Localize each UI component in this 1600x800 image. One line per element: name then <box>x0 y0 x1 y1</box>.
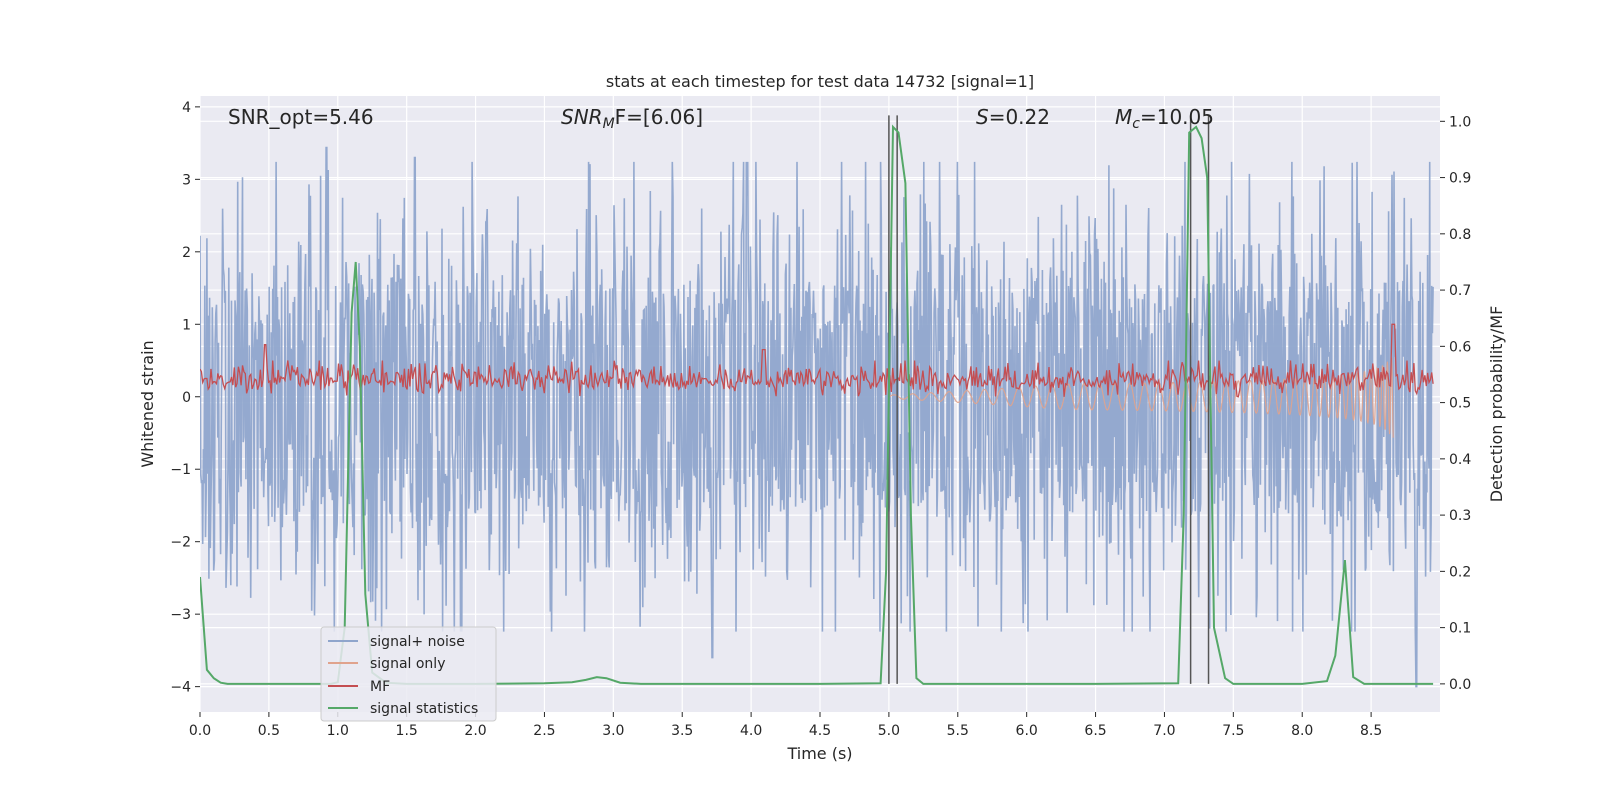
x-tick-label: 2.0 <box>464 723 486 739</box>
y-right-tick-label: 0.6 <box>1449 339 1471 355</box>
y-right-tick-label: 0.1 <box>1449 621 1471 637</box>
y-right-tick-label: 1.0 <box>1449 114 1471 130</box>
x-tick-label: 0.0 <box>189 723 211 739</box>
x-tick-label: 4.5 <box>809 723 831 739</box>
y-tick-label: −2 <box>170 535 191 551</box>
x-tick-label: 8.5 <box>1360 723 1382 739</box>
y-right-axis-ticks: 0.0 0.1 0.2 0.3 0.4 0.5 0.6 0.7 0.8 0.9 1.0 <box>1440 114 1471 693</box>
y-axis-label: Whitened strain <box>138 340 157 467</box>
y-right-tick-label: 0.2 <box>1449 564 1471 580</box>
x-tick-label: 8.0 <box>1291 723 1313 739</box>
y-tick-label: −3 <box>170 607 191 623</box>
x-tick-label: 1.5 <box>396 723 418 739</box>
x-tick-label: 3.5 <box>671 723 693 739</box>
mf-series <box>200 323 1434 398</box>
y-tick-label: −1 <box>170 462 191 478</box>
y-right-tick-label: 0.7 <box>1449 283 1471 299</box>
legend-box <box>320 626 497 722</box>
y-tick-label: 1 <box>182 317 191 333</box>
signal-only-series <box>888 357 1394 438</box>
x-tick-label: 5.5 <box>947 723 969 739</box>
y-right-tick-label: 0.5 <box>1449 396 1471 412</box>
y-tick-label: 0 <box>182 390 191 406</box>
x-tick-label: 7.5 <box>1222 723 1244 739</box>
y-tick-label: −4 <box>170 680 191 696</box>
y-right-tick-label: 0.0 <box>1449 677 1471 693</box>
x-tick-label: 7.0 <box>1153 723 1175 739</box>
y-axis-ticks: −4 −3 −2 −1 0 1 2 3 4 <box>170 100 200 696</box>
x-tick-label: 5.0 <box>878 723 900 739</box>
chart-title: stats at each timestep for test data 147… <box>606 72 1034 91</box>
legend-label-mf: MF <box>370 679 390 695</box>
plot-area <box>200 115 1434 688</box>
annotation-mc: Mc=10.05 <box>1115 105 1214 132</box>
y-tick-label: 4 <box>182 100 191 116</box>
x-axis-ticks: 0.0 0.5 1.0 1.5 2.0 2.5 3.0 3.5 4.0 4.5 5.0 5.5 6.0 6… <box>189 712 1382 739</box>
y-tick-label: 3 <box>182 172 191 188</box>
y-right-tick-label: 0.8 <box>1449 227 1471 243</box>
y-right-tick-label: 0.3 <box>1449 508 1471 524</box>
y-tick-label: 2 <box>182 245 191 261</box>
legend-label-stat: signal statistics <box>370 701 478 717</box>
annotation-snr-opt: SNR_opt=5.46 <box>228 105 374 129</box>
y-right-tick-label: 0.9 <box>1449 171 1471 187</box>
signal-statistics-series <box>200 124 1434 685</box>
signal-noise-series <box>200 146 1434 688</box>
x-axis-label: Time (s) <box>786 744 852 763</box>
legend-label-noise: signal+ noise <box>370 634 465 650</box>
x-tick-label: 0.5 <box>258 723 280 739</box>
y-right-axis-label: Detection probability/MF <box>1487 306 1506 503</box>
x-tick-label: 2.5 <box>533 723 555 739</box>
annotation-snr-mf: SNRMF=[6.06] <box>561 105 703 132</box>
y-right-tick-label: 0.4 <box>1449 452 1471 468</box>
x-tick-label: 3.0 <box>602 723 624 739</box>
x-tick-label: 6.0 <box>1016 723 1038 739</box>
legend-label-signal: signal only <box>370 656 445 672</box>
x-tick-label: 1.0 <box>327 723 349 739</box>
legend: signal+ noise signal only MF signal stat… <box>320 626 497 722</box>
x-tick-label: 4.0 <box>740 723 762 739</box>
x-tick-label: 6.5 <box>1084 723 1106 739</box>
annotation-s: S=0.22 <box>976 105 1050 129</box>
